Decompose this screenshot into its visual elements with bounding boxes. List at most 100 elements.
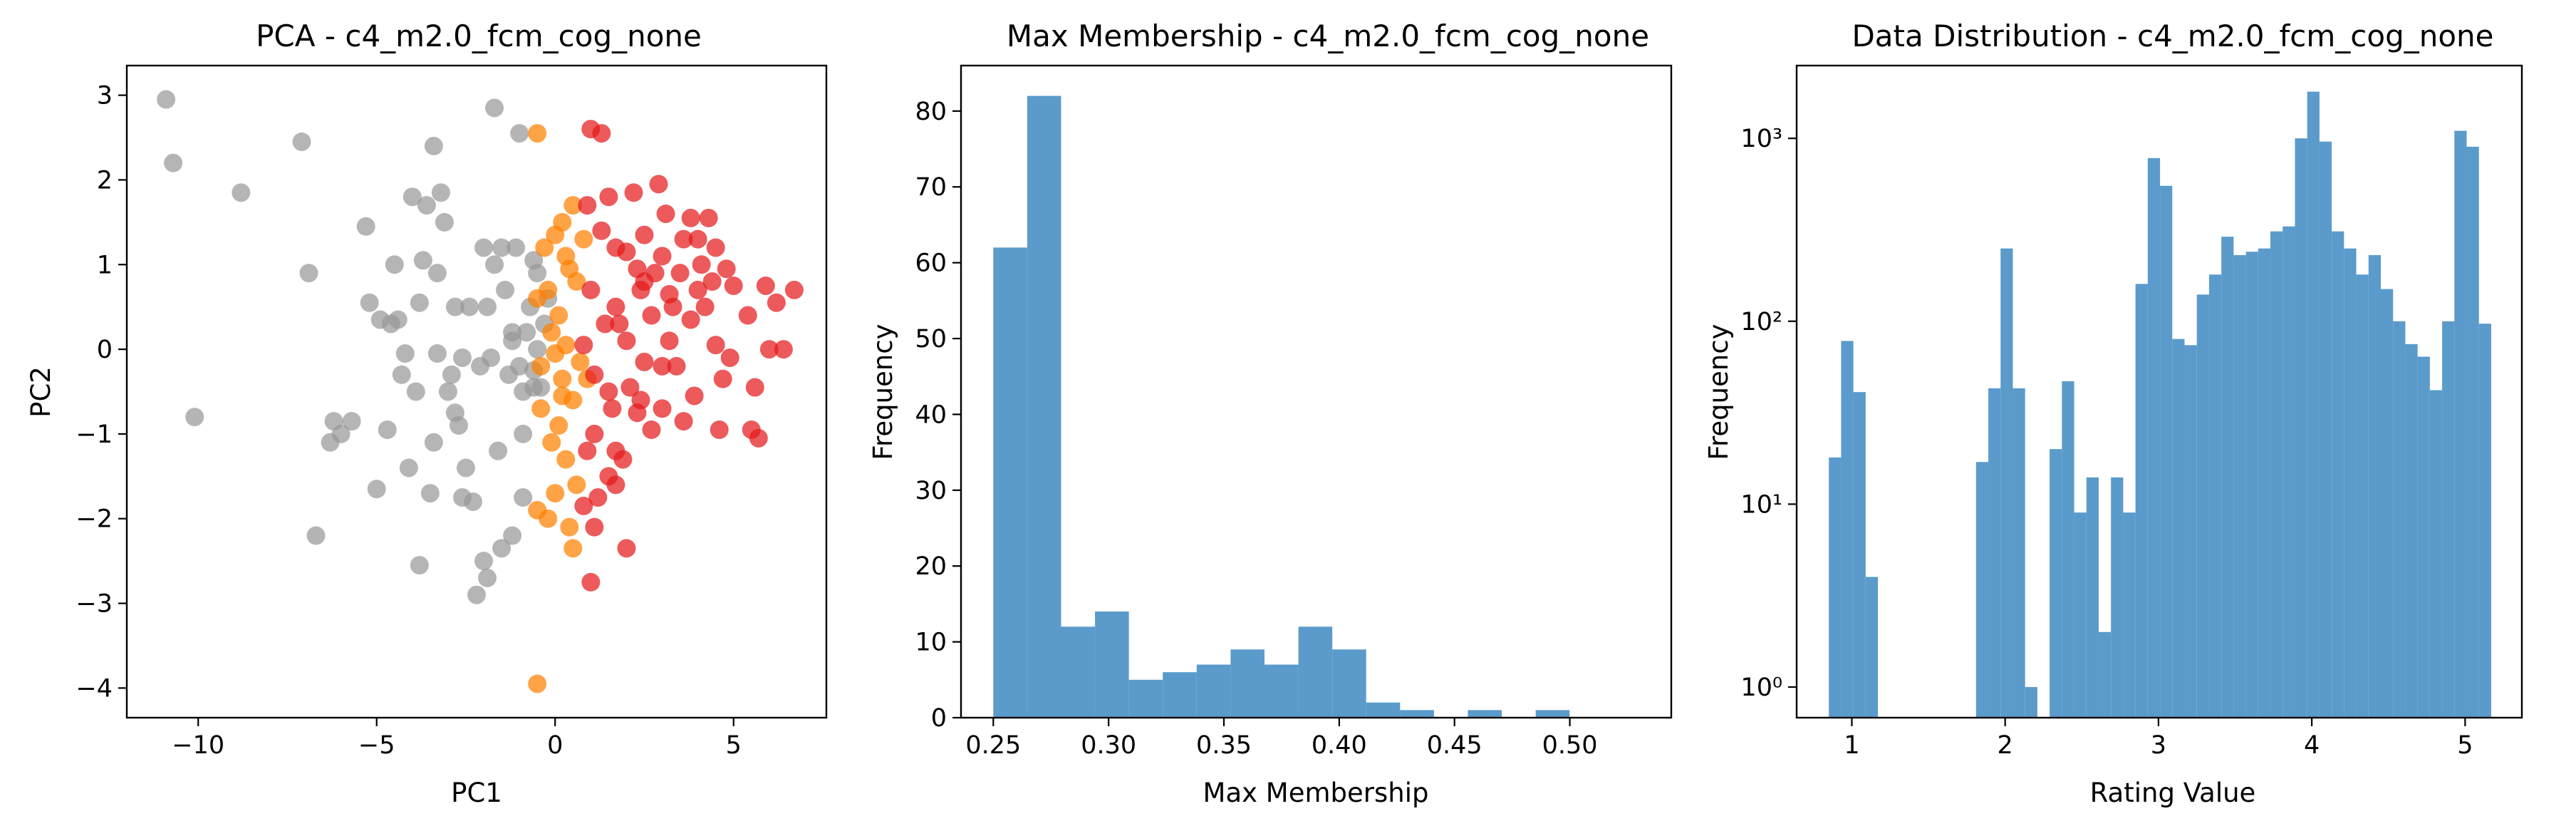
membership-bar: [1298, 626, 1333, 718]
distribution-bar: [2344, 248, 2357, 718]
pca-point-orange: [535, 238, 554, 257]
distribution-bars: [1829, 91, 2491, 718]
pca-point-gray: [438, 382, 457, 401]
distribution-bar: [2282, 226, 2295, 718]
pca-point-gray: [395, 344, 415, 363]
pca-point-red: [692, 255, 711, 274]
pca-point-gray: [342, 412, 361, 431]
pca-point-red: [724, 276, 743, 295]
pca-point-gray: [442, 365, 461, 384]
pca-x-tick-label: −5: [358, 731, 395, 760]
pca-y-tick-label: 1: [97, 251, 113, 279]
pca-point-gray: [331, 424, 350, 443]
pca-point-gray: [292, 132, 311, 151]
pca-point-red: [653, 247, 672, 266]
pca-point-gray: [496, 280, 515, 299]
membership-bar: [1468, 710, 1502, 718]
pca-chart-title: PCA - c4_m2.0_fcm_cog_none: [256, 19, 702, 53]
pca-point-red: [738, 306, 757, 325]
pca-point-red: [599, 187, 618, 207]
pca-point-red: [681, 310, 700, 329]
pca-point-gray: [435, 212, 454, 232]
membership-bar: [993, 247, 1027, 718]
pca-point-orange: [556, 247, 576, 266]
pca-point-gray: [456, 458, 475, 478]
pca-y-tick-label: −4: [76, 674, 113, 703]
pca-point-gray: [478, 568, 497, 587]
pca-plot-frame: [125, 64, 828, 719]
pca-point-orange: [528, 124, 547, 143]
pca-x-tick-label: 5: [726, 731, 742, 760]
pca-point-red: [695, 297, 715, 316]
pca-point-gray: [299, 264, 318, 283]
pca-point-red: [667, 356, 686, 376]
distribution-bar: [2111, 477, 2124, 718]
pca-point-gray: [492, 238, 511, 257]
pca-point-red: [717, 259, 736, 279]
membership-bar: [1264, 664, 1299, 718]
membership-y-tick-label: 10: [915, 629, 947, 657]
pca-point-red: [624, 183, 643, 202]
distribution-bar: [2074, 512, 2087, 718]
pca-point-orange: [546, 344, 565, 363]
distribution-bar: [2442, 321, 2455, 718]
pca-point-gray: [164, 153, 183, 172]
pca-point-red: [706, 238, 725, 257]
pca-point-gray: [492, 539, 511, 558]
pca-point-red: [578, 196, 597, 215]
pca-point-red: [674, 229, 693, 249]
pca-point-gray: [507, 238, 526, 257]
pca-point-red: [581, 280, 601, 299]
pca-point-red: [585, 517, 604, 537]
distribution-bar: [2221, 237, 2234, 718]
pca-y-tick-label: 3: [97, 82, 113, 110]
distribution-bar: [2025, 687, 2037, 718]
distribution-bar: [1853, 392, 1866, 718]
pca-point-red: [759, 340, 779, 359]
pca-point-red: [574, 496, 593, 515]
pca-point-orange: [553, 386, 572, 406]
pca-y-tick-label: 2: [97, 166, 113, 195]
distribution-bar: [2062, 381, 2074, 718]
pca-point-gray: [367, 480, 386, 499]
pca-point-gray: [528, 340, 547, 359]
pca-point-red: [642, 306, 661, 325]
pca-point-red: [635, 225, 654, 244]
pca-point-gray: [232, 183, 251, 202]
pca-point-orange: [528, 500, 547, 520]
pca-point-gray: [485, 255, 504, 274]
pca-point-gray: [402, 187, 422, 207]
pca-point-gray: [510, 124, 529, 143]
distribution-bar: [2123, 512, 2136, 718]
pca-point-red: [606, 297, 625, 316]
pca-point-orange: [553, 369, 572, 388]
pca-point-gray: [431, 183, 450, 202]
distribution-y-tick-label: 10¹: [1740, 490, 1782, 519]
pca-point-red: [631, 391, 650, 410]
distribution-bar: [2258, 248, 2271, 718]
pca-point-red: [774, 340, 793, 359]
pca-point-red: [574, 336, 593, 355]
pca-point-red: [617, 331, 636, 351]
pca-point-red: [784, 280, 804, 299]
pca-point-gray: [157, 90, 176, 109]
pca-point-gray: [449, 416, 468, 435]
distribution-x-tick-label: 3: [2151, 731, 2166, 760]
distribution-bar: [2307, 91, 2320, 718]
pca-point-gray: [399, 458, 418, 478]
distribution-y-axis-label: Frequency: [1703, 324, 1734, 460]
pca-x-tick-label: −10: [172, 731, 224, 760]
pca-point-gray: [378, 420, 397, 439]
pca-point-red: [585, 365, 604, 384]
pca-point-gray: [482, 348, 501, 367]
membership-plot-frame: [960, 64, 1673, 719]
pca-point-red: [592, 221, 611, 240]
pca-point-red: [603, 399, 622, 418]
distribution-bar: [1975, 462, 1989, 718]
distribution-bar: [1988, 388, 2001, 718]
membership-y-tick-label: 60: [915, 249, 947, 278]
pca-point-gray: [417, 196, 436, 215]
distribution-bar: [2086, 477, 2099, 718]
membership-y-tick-label: 40: [915, 401, 947, 429]
